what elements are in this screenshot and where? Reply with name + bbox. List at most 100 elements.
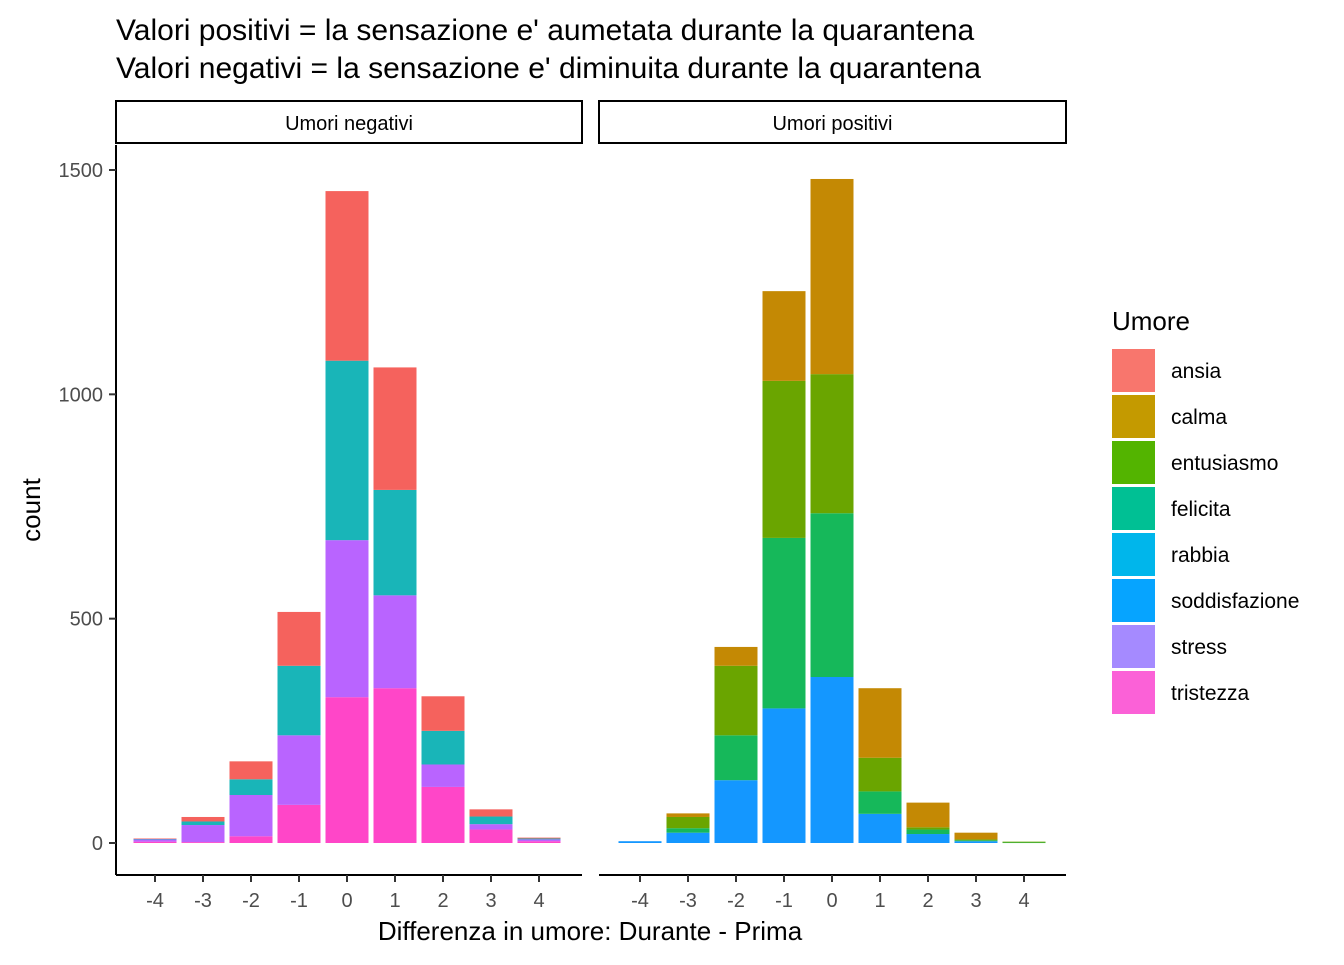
bar-soddisfazione-x-2 (714, 780, 758, 843)
bar-tristezza-x3 (469, 829, 513, 843)
bar-tristezza-x1 (373, 688, 417, 843)
legend-label: felicita (1171, 498, 1231, 521)
x-tick-label: -2 (727, 890, 745, 912)
bar-ansia-x-1 (277, 611, 321, 666)
bar-tristezza-x-1 (277, 804, 321, 843)
bar-calma-x-2 (714, 646, 758, 666)
panel-negativi: Umori negativi (115, 100, 583, 843)
facet-strip-label: Umori positivi (772, 113, 892, 135)
bar-ansia-x2 (421, 696, 465, 731)
y-tick-label: 1000 (59, 384, 104, 406)
bar-felicita-x-2 (714, 735, 758, 781)
bar-soddisfazione-x1 (858, 813, 902, 843)
bar-stress-x-4 (133, 839, 177, 842)
chart-title-line1: Valori positivi = la sensazione e' aumet… (116, 14, 975, 47)
bar-entusiasmo-x1 (858, 757, 902, 792)
bar-stress-x-1 (277, 735, 321, 805)
bar-ansia-x-2 (229, 761, 273, 780)
bar-tristezza-x-3 (181, 842, 225, 843)
y-tick-label: 500 (70, 609, 103, 631)
panels-layer: Umori negativi Umori positivi (115, 100, 1067, 844)
bar-rabbia-x3 (469, 816, 513, 825)
bar-calma-x2 (906, 802, 950, 828)
bar-felicita-x0 (810, 513, 854, 677)
bar-soddisfazione-x-1 (762, 708, 806, 843)
bar-calma-x0 (810, 178, 854, 375)
x-tick-label: -3 (679, 890, 697, 912)
bar-ansia-x0 (325, 191, 369, 361)
bar-felicita-x1 (858, 791, 902, 814)
legend-key-calma (1112, 395, 1155, 438)
legend-title: Umore (1112, 306, 1190, 336)
legend-label: stress (1171, 636, 1227, 659)
bar-rabbia-x1 (373, 489, 417, 596)
bar-stress-x0 (325, 540, 369, 698)
bars (618, 178, 1046, 844)
bar-entusiasmo-x-1 (762, 380, 806, 538)
bar-stress-x3 (469, 824, 513, 830)
y-tick-label: 1500 (59, 160, 104, 182)
bar-ansia-x1 (373, 367, 417, 490)
bar-rabbia-x4 (517, 838, 561, 840)
bar-soddisfazione-x-4 (618, 841, 662, 843)
legend-label: tristezza (1171, 682, 1250, 705)
bars (133, 191, 561, 843)
legend-key-stress (1112, 625, 1155, 668)
x-tick-label: 3 (485, 890, 496, 912)
legend-key-entusiasmo (1112, 441, 1155, 484)
y-tick-label: 0 (92, 833, 103, 855)
legend-label: calma (1171, 406, 1227, 429)
x-tick-label: 0 (826, 890, 837, 912)
facet-strip (598, 100, 1067, 144)
x-tick-label: 2 (437, 890, 448, 912)
legend-label: soddisfazione (1171, 590, 1299, 613)
bar-rabbia-x-1 (277, 665, 321, 736)
x-tick-label: 1 (389, 890, 400, 912)
bar-tristezza-x4 (517, 841, 561, 843)
facet-strip-label: Umori negativi (285, 113, 413, 135)
bar-soddisfazione-x-3 (666, 832, 710, 843)
bar-ansia-x4 (517, 837, 561, 839)
bar-tristezza-x-4 (133, 841, 177, 843)
x-tick-label: 0 (341, 890, 352, 912)
bar-felicita-x-3 (666, 828, 710, 833)
x-axis-title: Differenza in umore: Durante - Prima (378, 916, 803, 946)
panel-positivi: Umori positivi (598, 100, 1067, 844)
legend-key-felicita (1112, 487, 1155, 530)
bar-felicita-x4 (1002, 842, 1046, 844)
bar-calma-x1 (858, 688, 902, 758)
x-tick-label: -4 (146, 890, 164, 912)
bar-felicita-x3 (954, 840, 998, 842)
bar-soddisfazione-x2 (906, 834, 950, 843)
axes-layer: -4 -3 -2 -1 0 1 2 3 4 -4 -3 -2 -1 0 1 2 3 4 0 500 1000 1500 (59, 145, 1066, 912)
bar-stress-x-2 (229, 794, 273, 837)
bar-calma-x-3 (666, 813, 710, 817)
bar-entusiasmo-x-2 (714, 665, 758, 736)
bar-ansia-x3 (469, 809, 513, 817)
bar-entusiasmo-x3 (954, 839, 998, 841)
bar-entusiasmo-x2 (906, 827, 950, 830)
x-tick-label: -2 (242, 890, 260, 912)
x-tick-label: -1 (290, 890, 308, 912)
legend-label: entusiasmo (1171, 452, 1278, 475)
bar-stress-x4 (517, 839, 561, 842)
bar-calma-x-1 (762, 291, 806, 381)
bar-tristezza-x-2 (229, 836, 273, 843)
legend-key-rabbia (1112, 533, 1155, 576)
legend-key-tristezza (1112, 671, 1155, 714)
x-tick-label: 1 (874, 890, 885, 912)
bar-felicita-x-1 (762, 537, 806, 709)
x-tick-label: 3 (970, 890, 981, 912)
x-tick-label: 4 (533, 890, 544, 912)
bar-ansia-x-4 (133, 838, 177, 840)
bar-rabbia-x-2 (229, 779, 273, 795)
legend-key-soddisfazione (1112, 579, 1155, 622)
legend-label: rabbia (1171, 544, 1230, 567)
bar-entusiasmo-x0 (810, 374, 854, 514)
bar-stress-x2 (421, 764, 465, 787)
bar-rabbia-x-4 (133, 838, 177, 840)
x-tick-label: -4 (631, 890, 649, 912)
bar-rabbia-x2 (421, 730, 465, 765)
